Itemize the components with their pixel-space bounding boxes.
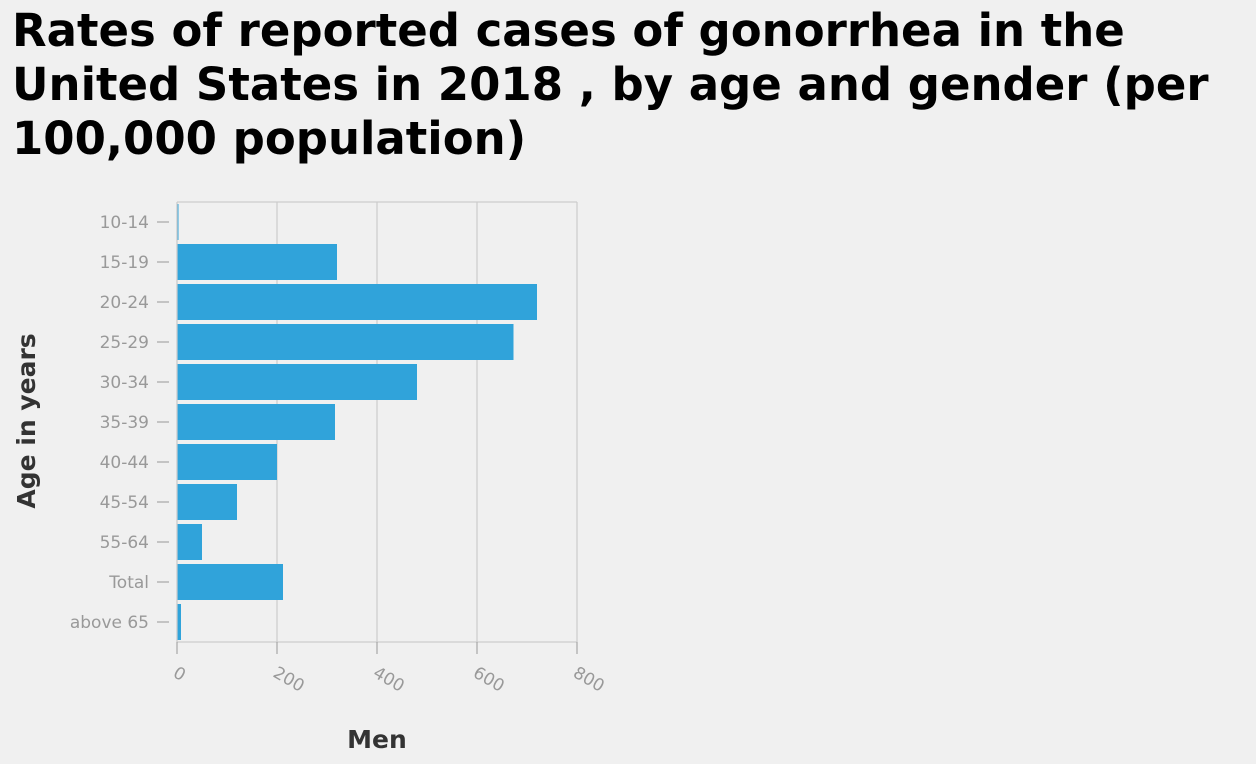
x-tick-label: 400 xyxy=(370,663,408,697)
x-tick-label: 0 xyxy=(170,663,189,686)
bar-55-64 xyxy=(177,524,202,560)
y-tick-label: 20-24 xyxy=(100,293,149,313)
bar-total xyxy=(177,564,283,600)
bar-35-39 xyxy=(177,404,335,440)
y-tick-label: Total xyxy=(108,573,149,593)
y-tick-label: 30-34 xyxy=(100,373,149,393)
y-tick-label: 55-64 xyxy=(100,533,149,553)
bar-25-29 xyxy=(177,324,514,360)
y-axis-title: Age in years xyxy=(12,333,41,508)
bar-15-19 xyxy=(177,244,337,280)
y-tick-label: 10-14 xyxy=(100,213,149,233)
y-axis: 10-14 15-19 20-24 25-29 30-34 35-39 40-44 45-54… xyxy=(70,202,178,642)
bar-30-34 xyxy=(177,364,417,400)
x-tick-label: 200 xyxy=(270,663,308,697)
y-tick-label: above 65 xyxy=(70,613,149,633)
y-tick-label: 35-39 xyxy=(100,413,149,433)
x-tick-label: 800 xyxy=(570,663,608,697)
bars xyxy=(177,204,537,640)
bar-above-65 xyxy=(177,604,181,640)
chart-title: Rates of reported cases of gonorrhea in … xyxy=(12,4,1209,165)
y-tick-label: 25-29 xyxy=(100,333,149,353)
y-tick-label: 40-44 xyxy=(100,453,149,473)
x-tick-label: 600 xyxy=(470,663,508,697)
bar-20-24 xyxy=(177,284,537,320)
x-axis-title: Men xyxy=(347,725,407,754)
bar-10-14 xyxy=(177,204,179,240)
y-tick-label: 45-54 xyxy=(100,493,149,513)
y-tick-label: 15-19 xyxy=(100,253,149,273)
x-axis: 0 200 400 600 800 xyxy=(170,641,608,697)
bar-45-54 xyxy=(177,484,237,520)
bar-40-44 xyxy=(177,444,277,480)
